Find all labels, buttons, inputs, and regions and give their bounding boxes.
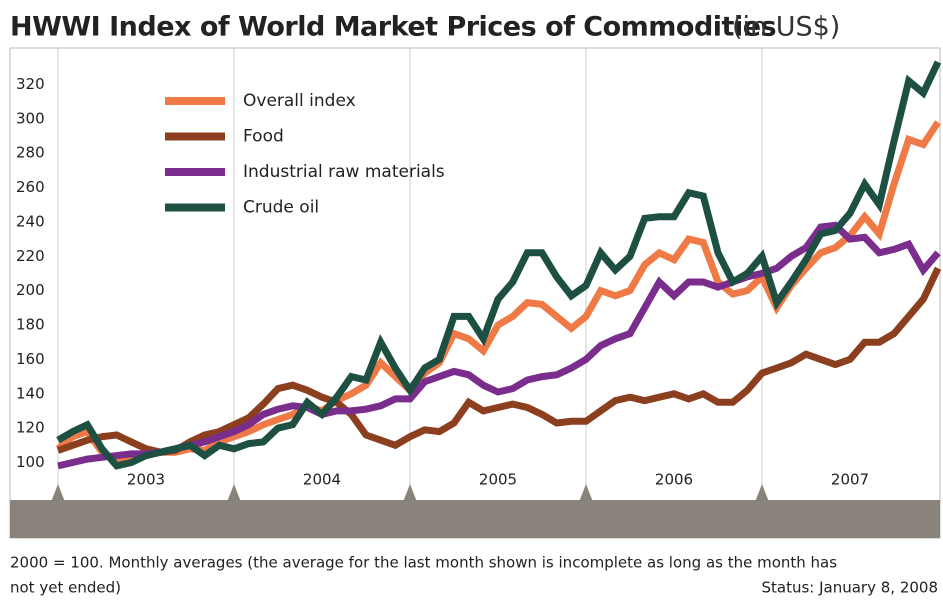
axis-band	[10, 500, 940, 538]
y-tick-label: 260	[16, 178, 45, 196]
series-line	[56, 266, 942, 456]
year-marker	[579, 484, 593, 502]
legend-label: Industrial raw materials	[243, 162, 445, 182]
x-tick-label: 2003	[127, 471, 165, 489]
y-tick-label: 100	[16, 453, 45, 471]
x-tick-label: 2007	[831, 471, 869, 489]
chart-subtitle: (in US$)	[732, 12, 840, 43]
legend-label: Overall index	[243, 91, 356, 111]
y-tick-label: 320	[16, 75, 45, 93]
year-marker	[403, 484, 417, 502]
year-marker	[755, 484, 769, 502]
year-marker	[51, 484, 65, 502]
legend-label: Food	[243, 127, 284, 147]
plot-frame	[9, 47, 941, 539]
x-tick-label: 2005	[479, 471, 517, 489]
x-tick-label: 2006	[655, 471, 693, 489]
footnote: 2000 = 100. Monthly averages (the averag…	[10, 554, 837, 572]
y-tick-label: 120	[16, 419, 45, 437]
y-tick-label: 280	[16, 144, 45, 162]
y-tick-label: 300	[16, 109, 45, 127]
year-marker	[227, 484, 241, 502]
y-tick-label: 200	[16, 281, 45, 299]
status: Status: January 8, 2008	[761, 579, 938, 597]
y-tick-label: 140	[16, 384, 45, 402]
y-tick-label: 220	[16, 247, 45, 265]
series-line	[57, 221, 941, 470]
y-tick-label: 160	[16, 350, 45, 368]
legend-label: Crude oil	[243, 198, 319, 218]
x-tick-label: 2004	[303, 471, 341, 489]
y-tick-label: 180	[16, 316, 45, 334]
series-line	[56, 60, 942, 470]
chart-title: HWWI Index of World Market Prices of Com…	[10, 12, 776, 43]
footnote: not yet ended)	[10, 579, 121, 597]
y-tick-label: 240	[16, 212, 45, 230]
